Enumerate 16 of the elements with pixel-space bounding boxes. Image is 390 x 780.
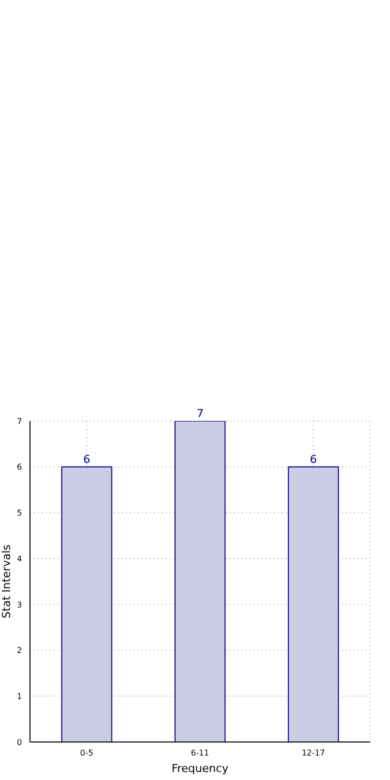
y-tick-label: 2: [16, 646, 22, 656]
x-tick-label: 6-11: [190, 748, 210, 758]
data-label: 6: [310, 452, 317, 466]
x-tick-label: 12-17: [302, 748, 325, 758]
x-axis-title: Frequency: [172, 762, 229, 775]
y-tick-label: 6: [16, 462, 22, 472]
y-tick-label: 5: [16, 508, 22, 518]
x-tick-label: 0-5: [80, 748, 94, 758]
y-tick-label: 1: [16, 692, 22, 701]
y-tick-label: 7: [16, 416, 22, 426]
y-tick-label: 4: [16, 554, 22, 564]
y-axis-title: Stat Intervals: [0, 544, 13, 618]
y-tick-label: 3: [16, 600, 22, 610]
data-label: 7: [196, 407, 204, 420]
y-tick-label: 0: [16, 738, 22, 747]
data-label: 6: [83, 452, 90, 466]
